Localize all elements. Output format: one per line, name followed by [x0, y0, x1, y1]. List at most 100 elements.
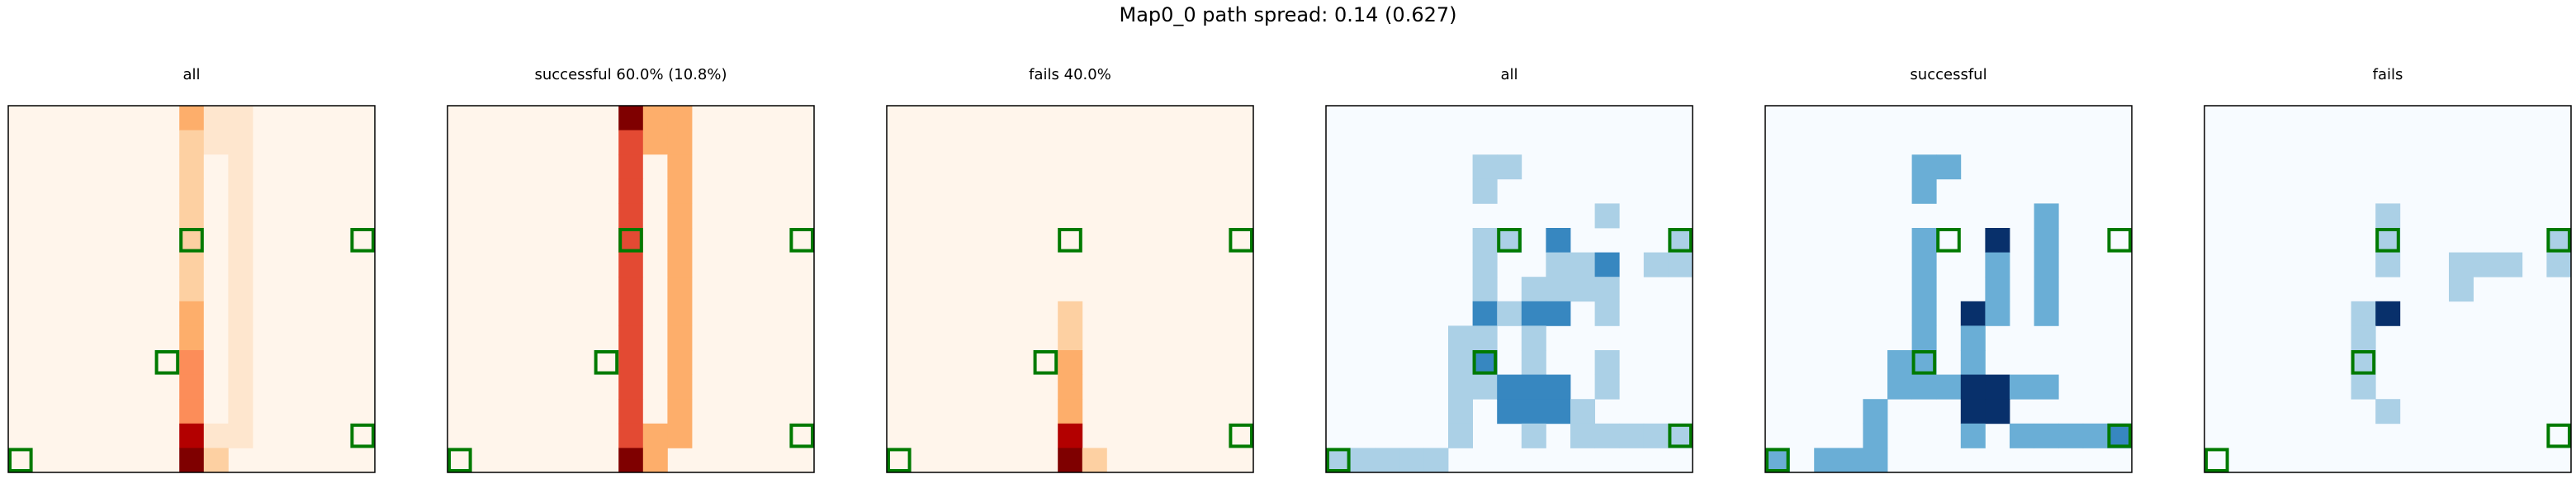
- target-marker: [618, 228, 643, 253]
- heatmap-cell: [1472, 154, 1498, 180]
- panel-frame: [1325, 105, 1693, 473]
- heatmap-cell: [642, 252, 668, 277]
- heatmap-cell: [1472, 350, 1498, 375]
- heatmap-cell: [1814, 448, 1840, 473]
- heatmap-cell: [203, 277, 229, 302]
- heatmap-cell: [618, 350, 644, 375]
- figure-title: Map0_0 path spread: 0.14 (0.627): [1119, 3, 1457, 26]
- heatmap-cell: [1765, 448, 1790, 473]
- heatmap-cell: [2546, 228, 2572, 253]
- heatmap-cell: [642, 277, 668, 302]
- heatmap-cell: [642, 301, 668, 326]
- heatmap-cell: [667, 228, 693, 253]
- heatmap-cell: [667, 399, 693, 424]
- heatmap-panel: [447, 105, 815, 473]
- heatmap-cell: [228, 130, 253, 155]
- target-marker: [1668, 423, 1693, 448]
- heatmap-cell: [642, 154, 668, 180]
- target-marker: [1229, 228, 1254, 253]
- heatmap-cell: [642, 374, 668, 400]
- heatmap-cell: [179, 325, 205, 351]
- heatmap-cell: [179, 448, 205, 473]
- heatmap-cell: [1619, 423, 1645, 448]
- target-marker: [2107, 228, 2132, 253]
- heatmap-cell: [2375, 252, 2401, 277]
- heatmap-cell: [642, 178, 668, 204]
- heatmap-cell: [1448, 350, 1473, 375]
- heatmap-cell: [667, 325, 693, 351]
- heatmap-cell: [667, 350, 693, 375]
- heatmap-cell: [1546, 301, 1571, 326]
- heatmap-cell: [1863, 448, 1888, 473]
- heatmap-cell: [179, 154, 205, 180]
- heatmap-cell: [203, 106, 229, 130]
- heatmap-panel: [886, 105, 1254, 473]
- heatmap-cell: [642, 325, 668, 351]
- heatmap-cell: [203, 374, 229, 400]
- heatmap-cell: [1838, 448, 1863, 473]
- heatmap-cell: [1594, 252, 1620, 277]
- panel-title: successful 60.0% (10.8%): [534, 66, 727, 83]
- heatmap-cell: [1594, 350, 1620, 375]
- heatmap-cell: [1911, 374, 1937, 400]
- target-marker: [1911, 350, 1937, 375]
- target-marker: [1058, 228, 1082, 253]
- heatmap-cell: [2351, 350, 2376, 375]
- heatmap-cell: [1058, 350, 1083, 375]
- heatmap-cell: [1960, 325, 1986, 351]
- target-marker: [1033, 350, 1058, 375]
- heatmap-cell: [1448, 325, 1473, 351]
- panel-title: all: [1500, 66, 1518, 83]
- heatmap-cell: [1985, 277, 2010, 302]
- heatmap-cell: [618, 228, 644, 253]
- heatmap-panel: [2204, 105, 2572, 473]
- heatmap-cell: [1985, 252, 2010, 277]
- heatmap-cell: [1546, 374, 1571, 400]
- target-marker: [887, 448, 912, 473]
- heatmap-cell: [179, 277, 205, 302]
- heatmap-cell: [203, 301, 229, 326]
- heatmap-cell: [2375, 301, 2401, 326]
- heatmap-cell: [1497, 374, 1522, 400]
- heatmap-cell: [667, 423, 693, 448]
- heatmap-cell: [1594, 203, 1620, 229]
- heatmap-cell: [618, 106, 644, 130]
- target-marker: [2375, 228, 2400, 253]
- heatmap-cell: [1936, 154, 1962, 180]
- heatmap-cell: [1960, 301, 1986, 326]
- heatmap-cell: [1521, 374, 1546, 400]
- heatmap-cell: [1643, 252, 1669, 277]
- heatmap-cell: [2034, 203, 2059, 229]
- heatmap-cell: [1497, 228, 1522, 253]
- heatmap-cell: [1570, 423, 1595, 448]
- heatmap-cell: [203, 423, 229, 448]
- target-marker: [1497, 228, 1522, 253]
- heatmap-cell: [1497, 154, 1522, 180]
- heatmap-cell: [1058, 423, 1083, 448]
- heatmap-cell: [203, 325, 229, 351]
- heatmap-cell: [1521, 399, 1546, 424]
- target-marker: [2351, 350, 2376, 375]
- target-marker: [1472, 350, 1498, 375]
- heatmap-cell: [1594, 423, 1620, 448]
- heatmap-cell: [1668, 228, 1693, 253]
- target-marker: [1229, 423, 1254, 448]
- heatmap-cell: [1521, 301, 1546, 326]
- heatmap-cell: [203, 448, 229, 473]
- heatmap-cell: [642, 423, 668, 448]
- heatmap-cell: [2034, 277, 2059, 302]
- heatmap-cell: [179, 178, 205, 204]
- heatmap-cell: [1911, 325, 1937, 351]
- heatmap-cell: [1546, 399, 1571, 424]
- target-marker: [2204, 448, 2229, 473]
- heatmap-cell: [228, 423, 253, 448]
- heatmap-cell: [642, 350, 668, 375]
- heatmap-cell: [1375, 448, 1400, 473]
- heatmap-cell: [1521, 325, 1546, 351]
- heatmap-cell: [179, 399, 205, 424]
- panel-title: all: [182, 66, 201, 83]
- heatmap-cell: [618, 203, 644, 229]
- heatmap-panel: [1764, 105, 2133, 473]
- heatmap-cell: [203, 252, 229, 277]
- heatmap-cell: [1546, 277, 1571, 302]
